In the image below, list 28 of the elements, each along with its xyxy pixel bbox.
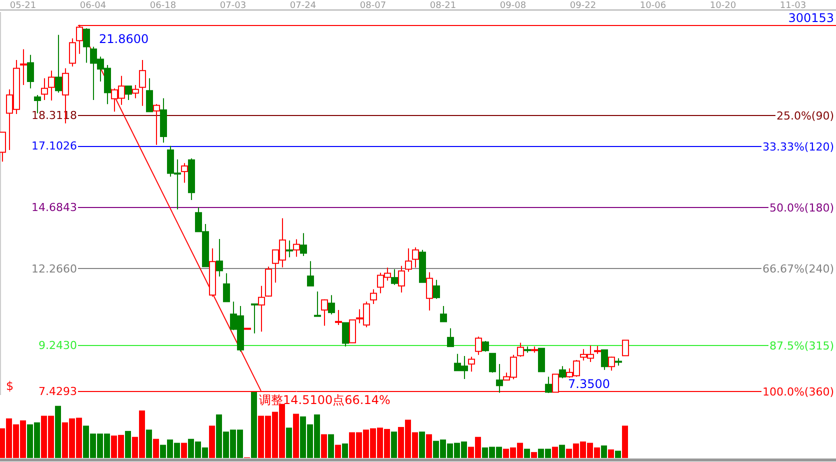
y-tick-label: 14.6843 xyxy=(32,200,77,214)
annotation: 21.8600 xyxy=(99,32,149,46)
x-tick-label: 06-04 xyxy=(80,1,106,11)
x-tick-label: 10-06 xyxy=(640,1,666,11)
annotation: 25.0%(90) xyxy=(776,110,834,122)
x-tick-label: 07-03 xyxy=(220,1,246,11)
x-tick-label: 10-20 xyxy=(710,1,736,11)
chart-title: 300153 xyxy=(788,11,834,25)
x-tick-label: 11-03 xyxy=(780,1,806,11)
x-tick-label: 07-24 xyxy=(290,1,316,11)
y-tick-label: 12.2660 xyxy=(32,262,77,276)
annotation: 87.5%(315) xyxy=(769,340,834,352)
x-tick-label: 08-07 xyxy=(360,1,386,11)
annotation: 7.3500 xyxy=(568,377,610,391)
x-tick-label: 09-22 xyxy=(570,1,596,11)
annotation: 100.0%(360) xyxy=(762,386,834,398)
y-tick-label: 7.4293 xyxy=(38,384,77,398)
x-tick-label: 09-08 xyxy=(500,1,526,11)
y-tick-label: 9.2430 xyxy=(38,338,77,352)
annotation: 33.33%(120) xyxy=(762,140,834,154)
y-tick-label: 17.1026 xyxy=(32,140,77,153)
x-tick-label: 08-21 xyxy=(430,1,456,11)
annotation: 50.0%(180) xyxy=(769,202,834,214)
annotation: $ xyxy=(6,379,14,393)
annotation: 66.67%(240) xyxy=(762,262,834,276)
x-tick-label: 06-18 xyxy=(150,1,176,11)
x-tick-label: 05-21 xyxy=(10,1,36,11)
annotation: 调整14.5100点66.14% xyxy=(259,393,390,407)
